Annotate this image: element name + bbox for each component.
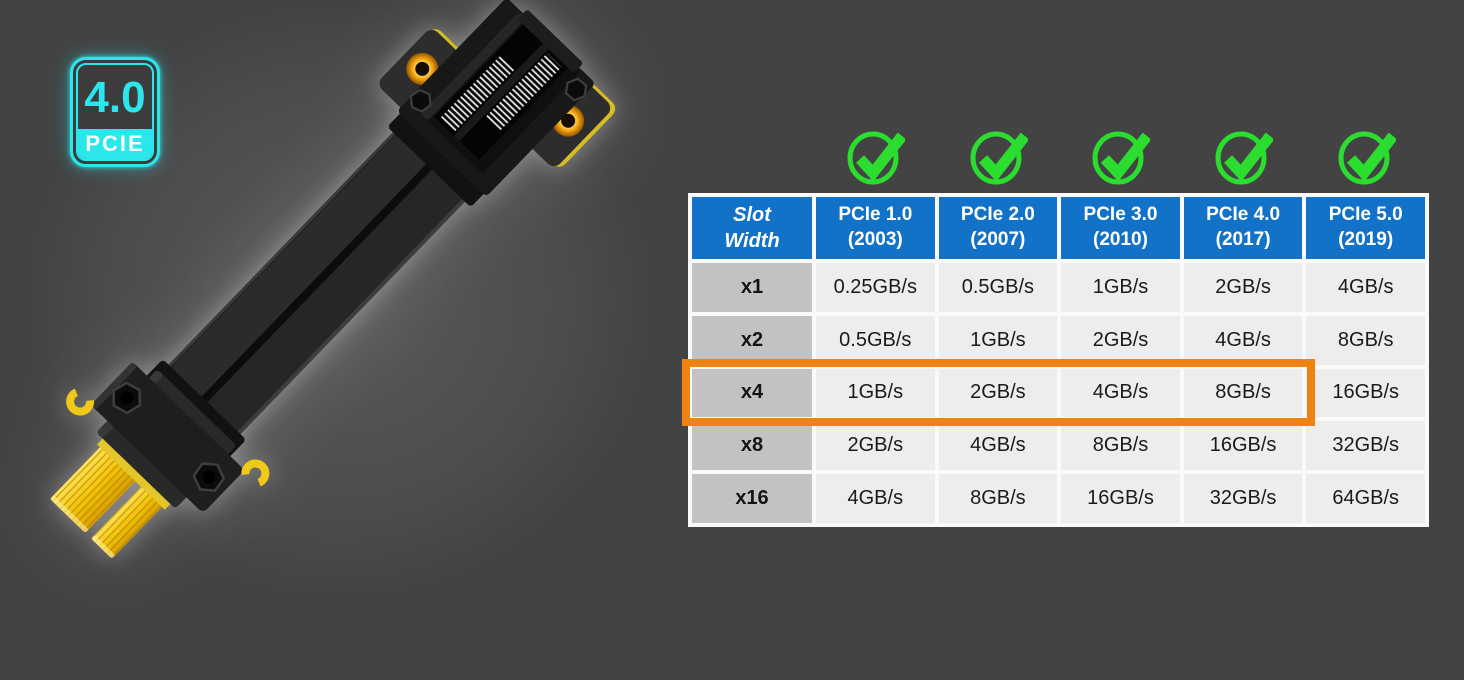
value-cell: 8GB/s xyxy=(1183,368,1303,418)
compatibility-checkmarks xyxy=(688,116,1429,188)
value-cell: 4GB/s xyxy=(1061,368,1180,418)
row-label-cell-x16: x16 xyxy=(692,474,812,523)
row-label-cell-x1: x1 xyxy=(692,263,812,312)
value-cell: 4GB/s xyxy=(816,474,935,523)
check-circle-icon xyxy=(939,116,1058,188)
female-slot-connector xyxy=(379,0,616,196)
header-cell-pcie-5-0: PCIe 5.0 (2019) xyxy=(1306,197,1425,259)
header-cell-pcie-4-0: PCIe 4.0 (2017) xyxy=(1183,197,1303,259)
bandwidth-table: Slot Width PCIe 1.0 (2003) PCIe 2.0 (2007) PCI… xyxy=(688,193,1429,527)
value-cell: 16GB/s xyxy=(1306,368,1425,418)
pcie-4-badge-frame: 4.0 PCIE xyxy=(76,63,154,161)
value-cell: 0.5GB/s xyxy=(938,263,1058,312)
value-cell: 16GB/s xyxy=(1061,474,1180,523)
check-circle-icon xyxy=(1306,116,1425,188)
value-cell: 4GB/s xyxy=(1183,315,1303,365)
value-cell: 32GB/s xyxy=(1183,474,1303,523)
header-cell-pcie-2-0: PCIe 2.0 (2007) xyxy=(938,197,1058,259)
badge-label-text: PCIE xyxy=(78,129,152,159)
male-edge-connector xyxy=(50,362,270,558)
check-circle-icon xyxy=(816,116,935,188)
value-cell: 2GB/s xyxy=(816,421,935,471)
product-image xyxy=(50,0,616,558)
badge-version-text: 4.0 xyxy=(84,72,146,122)
value-cell: 4GB/s xyxy=(938,421,1058,471)
row-label-cell-x8: x8 xyxy=(692,421,812,471)
value-cell: 2GB/s xyxy=(1061,315,1180,365)
value-cell: 4GB/s xyxy=(1306,263,1425,312)
value-cell: 2GB/s xyxy=(1183,263,1303,312)
pcie-4-badge: 4.0 PCIE xyxy=(70,57,160,167)
value-cell: 8GB/s xyxy=(1061,421,1180,471)
check-circle-icon xyxy=(1184,116,1303,188)
header-cell-slot-width: Slot Width xyxy=(692,197,812,259)
value-cell: 1GB/s xyxy=(1061,263,1180,312)
row-label-cell-x4: x4 xyxy=(692,368,812,418)
value-cell: 16GB/s xyxy=(1183,421,1303,471)
ribbon-cable xyxy=(145,108,488,458)
value-cell: 1GB/s xyxy=(816,368,935,418)
value-cell: 1GB/s xyxy=(938,315,1058,365)
check-circle-icon xyxy=(1061,116,1180,188)
header-cell-pcie-1-0: PCIe 1.0 (2003) xyxy=(816,197,935,259)
value-cell: 64GB/s xyxy=(1306,474,1425,523)
value-cell: 8GB/s xyxy=(938,474,1058,523)
value-cell: 0.5GB/s xyxy=(816,315,935,365)
checkmark-row-spacer xyxy=(692,116,812,188)
value-cell: 8GB/s xyxy=(1306,315,1425,365)
row-label-cell-x2: x2 xyxy=(692,315,812,365)
value-cell: 0.25GB/s xyxy=(816,263,935,312)
value-cell: 32GB/s xyxy=(1306,421,1425,471)
value-cell: 2GB/s xyxy=(938,368,1058,418)
header-cell-pcie-3-0: PCIe 3.0 (2010) xyxy=(1061,197,1180,259)
